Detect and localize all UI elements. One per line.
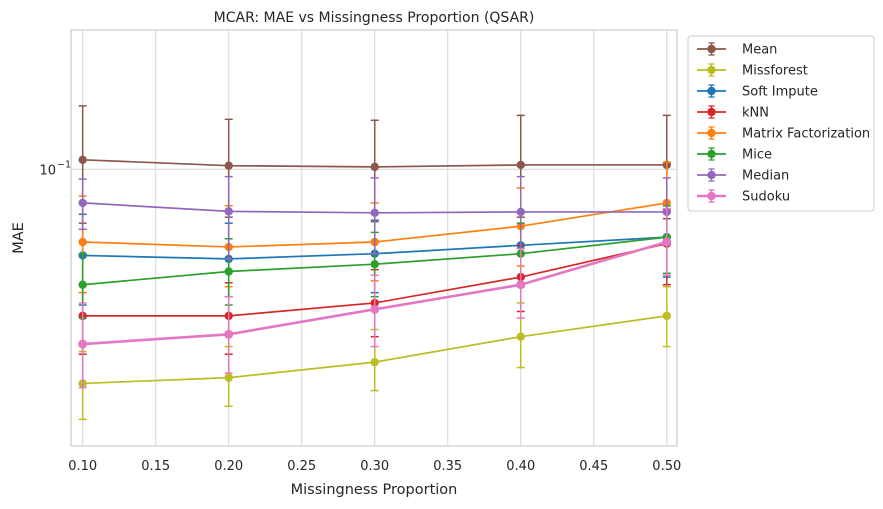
plot-area xyxy=(70,29,678,447)
y-tick-labels: 10 −1 xyxy=(39,159,71,178)
data-point xyxy=(516,332,525,341)
legend-item: Missforest xyxy=(697,63,808,79)
x-tick-label: 0.10 xyxy=(68,459,97,474)
x-tick-label: 0.45 xyxy=(579,459,608,474)
data-point xyxy=(370,162,379,172)
series-sudoku xyxy=(78,207,672,389)
legend-marker xyxy=(707,170,716,180)
data-point xyxy=(370,260,379,269)
y-tick-base: 10 xyxy=(39,163,56,178)
legend-label: Mice xyxy=(742,148,772,163)
legend-marker xyxy=(707,149,716,159)
legend-label: Soft Impute xyxy=(742,85,818,100)
legend-item: Mean xyxy=(697,42,777,58)
data-point xyxy=(370,208,379,218)
legend-item: Soft Impute xyxy=(697,84,818,100)
x-tick-label: 0.20 xyxy=(214,459,243,474)
legend-label: Median xyxy=(742,169,789,184)
legend-item: Median xyxy=(697,168,789,184)
data-point xyxy=(78,339,88,349)
y-tick-exponent: −1 xyxy=(57,159,71,170)
legend-frame xyxy=(687,35,875,212)
legend-marker xyxy=(707,107,716,117)
data-point xyxy=(224,207,233,216)
x-tick-label: 0.30 xyxy=(360,459,389,474)
data-point xyxy=(662,237,672,247)
legend-label: kNN xyxy=(742,106,769,121)
data-point xyxy=(78,198,87,208)
series xyxy=(78,105,672,421)
legend-label: Sudoku xyxy=(742,190,790,205)
x-tick-label: 0.15 xyxy=(141,459,170,474)
data-point xyxy=(516,160,525,170)
y-axis-label: MAE xyxy=(11,222,27,254)
legend-item: Mice xyxy=(697,147,772,163)
legend-item: Sudoku xyxy=(697,189,790,205)
x-axis-label: Missingness Proportion xyxy=(291,482,458,498)
x-tick-label: 0.40 xyxy=(506,459,535,474)
legend: Mean Missforest Soft Impute kNN Matrix Facto… xyxy=(687,35,875,212)
data-point xyxy=(78,237,87,247)
legend-marker xyxy=(707,191,716,201)
data-point xyxy=(370,304,380,314)
data-point xyxy=(370,357,379,367)
legend-label: Matrix Factorization xyxy=(742,127,870,142)
legend-item: Matrix Factorization xyxy=(697,126,870,142)
y-tick-label: 10 xyxy=(39,163,56,178)
legend-marker xyxy=(707,44,716,54)
legend-label: Missforest xyxy=(742,64,808,79)
data-point xyxy=(224,373,233,382)
chart-title: MCAR: MAE vs Missingness Proportion (QSA… xyxy=(214,10,535,26)
x-tick-label: 0.25 xyxy=(287,459,316,474)
x-tick-label: 0.50 xyxy=(652,459,681,474)
data-point xyxy=(224,329,234,339)
data-point xyxy=(224,161,233,170)
data-point xyxy=(516,207,525,217)
legend-marker xyxy=(707,65,716,75)
x-tick-label: 0.35 xyxy=(433,459,462,474)
x-tick-labels: 0.10 0.15 0.20 0.25 0.30 0.35 0.40 0.45 0.50 xyxy=(68,459,681,474)
data-point xyxy=(516,280,526,290)
legend-label: Mean xyxy=(742,43,777,58)
data-point xyxy=(78,280,87,289)
data-point xyxy=(662,311,671,321)
data-point xyxy=(224,267,233,276)
legend-marker xyxy=(707,128,716,138)
legend-marker xyxy=(707,86,716,96)
data-point xyxy=(78,155,87,164)
legend-item: kNN xyxy=(697,105,769,121)
series-median xyxy=(78,175,671,260)
